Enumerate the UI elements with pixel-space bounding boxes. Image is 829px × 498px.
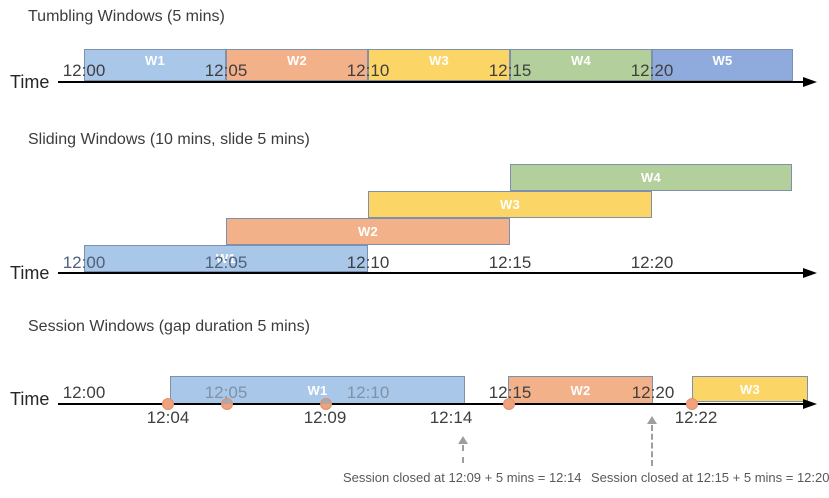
tumbling-window-w5: W5 bbox=[652, 49, 793, 81]
sliding-section-title: Sliding Windows (10 mins, slide 5 mins) bbox=[28, 131, 310, 148]
session-tick-1210: 12:10 bbox=[346, 383, 390, 402]
sliding-tick-1205: 12:05 bbox=[204, 253, 248, 272]
sliding-tick-1200: 12:00 bbox=[62, 253, 106, 272]
session-close-annotation-1: Session closed at 12:09 + 5 mins = 12:14 bbox=[343, 470, 582, 485]
tumbling-window-w3: W3 bbox=[368, 49, 510, 81]
window-label-w2: W2 bbox=[286, 53, 308, 68]
sliding-tick-1220: 12:20 bbox=[630, 253, 674, 272]
tumbling-window-w1: W1 bbox=[84, 49, 226, 81]
window-label-w4: W4 bbox=[570, 53, 592, 68]
tumbling-tick-1220: 12:20 bbox=[630, 61, 674, 80]
session-time-axis-label: Time bbox=[10, 389, 50, 409]
sliding-time-axis-label: Time bbox=[10, 263, 50, 283]
session-close-arrow-2-stem bbox=[651, 425, 653, 466]
session-event-label-1214: 12:14 bbox=[429, 408, 473, 427]
event-dot-1221 bbox=[686, 398, 698, 410]
window-label-w4: W4 bbox=[640, 170, 662, 185]
window-label-w3: W3 bbox=[739, 381, 761, 397]
window-label-w2: W2 bbox=[357, 224, 379, 239]
session-close-arrow-2-icon bbox=[647, 416, 657, 424]
tumbling-time-axis-label: Time bbox=[10, 72, 50, 92]
sliding-tick-1215: 12:15 bbox=[488, 253, 532, 272]
session-time-axis bbox=[58, 403, 804, 405]
window-label-w1: W1 bbox=[144, 53, 166, 68]
session-event-label-1222: 12:22 bbox=[674, 408, 718, 427]
sliding-window-w2: W2 bbox=[226, 218, 510, 245]
session-tick-1205: 12:05 bbox=[204, 383, 248, 402]
window-label-w5: W5 bbox=[712, 53, 733, 68]
session-window-w2: W2 bbox=[508, 376, 653, 405]
window-label-w3: W3 bbox=[499, 197, 521, 212]
tumbling-window-w4: W4 bbox=[510, 49, 652, 81]
event-dot-1209 bbox=[320, 398, 332, 410]
window-label-w3: W3 bbox=[428, 53, 450, 68]
sliding-axis-arrowhead-icon bbox=[803, 268, 817, 278]
sliding-window-w4: W4 bbox=[510, 164, 792, 191]
sliding-time-axis bbox=[58, 272, 804, 274]
session-event-label-1209: 12:09 bbox=[303, 408, 347, 427]
session-close-arrow-1-icon bbox=[458, 436, 468, 444]
window-label-w1: W1 bbox=[215, 251, 237, 266]
session-tick-1200: 12:00 bbox=[62, 383, 106, 402]
tumbling-section-title: Tumbling Windows (5 mins) bbox=[28, 8, 225, 25]
session-close-annotation-2: Session closed at 12:15 + 5 mins = 12:20 bbox=[591, 470, 829, 485]
tumbling-tick-1210: 12:10 bbox=[346, 61, 390, 80]
window-label-w1: W1 bbox=[307, 383, 328, 398]
session-tick-1215: 12:15 bbox=[488, 383, 532, 402]
tumbling-tick-1215: 12:15 bbox=[488, 61, 532, 80]
session-tick-1220: 12:20 bbox=[631, 383, 675, 402]
session-event-label-1204: 12:04 bbox=[146, 408, 190, 427]
tumbling-window-w2: W2 bbox=[226, 49, 368, 81]
session-window-w3: W3 bbox=[692, 376, 808, 402]
session-section-title: Session Windows (gap duration 5 mins) bbox=[28, 318, 310, 335]
session-axis-arrowhead-icon bbox=[803, 399, 817, 409]
session-close-arrow-1-stem bbox=[462, 445, 464, 463]
session-window-w1: W1 bbox=[170, 376, 465, 405]
event-dot-1206 bbox=[221, 398, 233, 410]
tumbling-tick-1200: 12:00 bbox=[62, 61, 106, 80]
tumbling-axis-arrowhead-icon bbox=[803, 77, 817, 87]
sliding-tick-1210: 12:10 bbox=[346, 253, 390, 272]
tumbling-time-axis bbox=[58, 81, 804, 83]
sliding-window-w3: W3 bbox=[368, 191, 652, 218]
event-dot-1215 bbox=[503, 398, 515, 410]
window-label-w2: W2 bbox=[570, 383, 591, 398]
event-dot-1204 bbox=[162, 398, 174, 410]
tumbling-tick-1205: 12:05 bbox=[204, 61, 248, 80]
sliding-window-w1: W1 bbox=[84, 245, 368, 272]
